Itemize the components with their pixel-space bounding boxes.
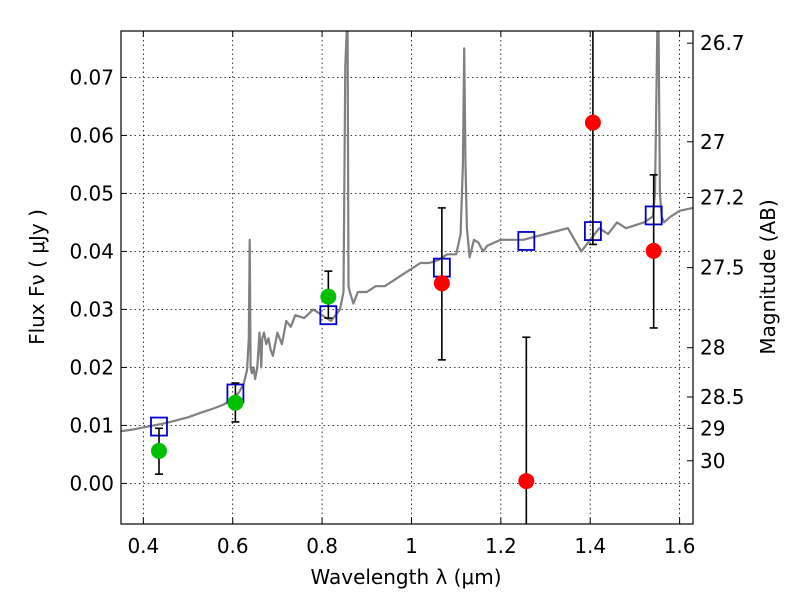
model-spectrum-line: [121, 31, 693, 433]
grid-lines: [121, 31, 693, 524]
x-tick-label: 1.6: [664, 534, 696, 558]
x-tick-label: 0.4: [127, 534, 159, 558]
y-tick-label: 0.03: [69, 297, 114, 321]
y-tick-label: 0.07: [69, 65, 114, 89]
observed-flux-point: [433, 275, 450, 292]
x-tick-label: 0.8: [306, 534, 338, 558]
plot-area: [121, 31, 693, 524]
x-axis-title: Wavelength λ (μm): [310, 565, 501, 589]
plot-frame: [120, 30, 694, 525]
y2-tick-label: 27.2: [700, 185, 745, 209]
y-tick-label: 0.02: [69, 355, 114, 379]
observed-flux-point: [645, 242, 662, 259]
y2-tick-label: 29: [700, 416, 725, 440]
x-tick-label: 1: [405, 534, 418, 558]
y-tick-label: 0.04: [69, 239, 114, 263]
y2-tick-label: 27: [700, 130, 725, 154]
y2-tick-label: 28.5: [700, 385, 745, 409]
observed-flux-point: [584, 114, 601, 131]
y2-tick-label: 27.5: [700, 256, 745, 280]
model-flux-square: [517, 231, 536, 251]
y-tick-label: 0.01: [69, 413, 114, 437]
y2-axis-title: Magnitude (AB): [756, 199, 780, 354]
y2-tick-label: 28: [700, 336, 725, 360]
x-tick-label: 1.4: [574, 534, 606, 558]
y-tick-label: 0.05: [69, 181, 114, 205]
observed-flux-point: [227, 394, 244, 411]
y-axis-title: Flux Fν ( μJy ): [25, 209, 49, 345]
observed-flux-point: [518, 473, 535, 490]
x-tick-label: 1.2: [485, 534, 517, 558]
y-tick-label: 0.06: [69, 123, 114, 147]
y-tick-label: 0.00: [69, 471, 114, 495]
y2-tick-label: 30: [700, 449, 725, 473]
observed-flux-point: [150, 442, 167, 459]
y2-tick-label: 26.7: [700, 31, 745, 55]
axis-ticks: 0.4 0.6 0.8 1 1.2 1.4 1.6 0.00 0.01 0.02 0.03 0.04 0…: [69, 31, 745, 558]
observed-flux-point: [320, 288, 337, 305]
x-tick-label: 0.6: [217, 534, 249, 558]
